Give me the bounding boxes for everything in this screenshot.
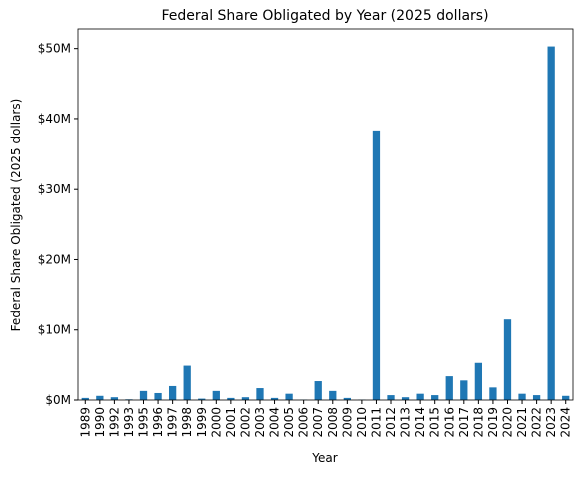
x-tick-label: 2008 <box>326 407 340 438</box>
bar <box>140 391 147 400</box>
bar <box>416 394 423 400</box>
x-tick-label: 1996 <box>151 407 165 438</box>
bar <box>504 319 511 400</box>
x-tick-label: 2007 <box>311 407 325 438</box>
x-tick-label: 2006 <box>297 407 311 438</box>
x-tick-label: 2005 <box>282 407 296 438</box>
bar <box>256 388 263 400</box>
bar <box>475 363 482 400</box>
bar <box>533 395 540 400</box>
x-tick-label: 1993 <box>122 407 136 438</box>
bar <box>315 381 322 400</box>
x-tick-label: 2004 <box>268 407 282 438</box>
bar <box>402 397 409 400</box>
bar <box>460 380 467 400</box>
x-tick-label: 1998 <box>180 407 194 438</box>
bar <box>169 386 176 400</box>
y-tick-label: $10M <box>38 323 71 337</box>
bar <box>329 391 336 400</box>
bar <box>96 396 103 400</box>
bar <box>242 397 249 400</box>
bar <box>548 47 555 400</box>
chart-title: Federal Share Obligated by Year (2025 do… <box>161 8 488 24</box>
x-tick-label: 2015 <box>428 407 442 438</box>
bar <box>213 391 220 400</box>
x-tick-label: 1992 <box>107 407 121 438</box>
x-tick-label: 1989 <box>78 407 92 438</box>
y-tick-label: $0M <box>45 393 71 407</box>
y-tick-label: $30M <box>38 182 71 196</box>
x-tick-label: 1999 <box>195 407 209 438</box>
bar <box>562 396 569 400</box>
x-tick-label: 2003 <box>253 407 267 438</box>
bar <box>387 395 394 400</box>
bar <box>518 394 525 400</box>
bar <box>184 366 191 400</box>
x-tick-label: 2016 <box>442 407 456 438</box>
bar <box>373 131 380 400</box>
x-tick-label: 2013 <box>399 407 413 438</box>
x-tick-label: 2001 <box>224 407 238 438</box>
x-tick-label: 2019 <box>486 407 500 438</box>
y-tick-label: $50M <box>38 42 71 56</box>
bar <box>431 395 438 400</box>
y-tick-label: $20M <box>38 252 71 266</box>
x-tick-label: 2018 <box>471 407 485 438</box>
x-tick-label: 2011 <box>369 407 383 438</box>
x-tick-label: 1995 <box>137 407 151 438</box>
x-tick-label: 2022 <box>530 407 544 438</box>
x-tick-label: 2010 <box>355 407 369 438</box>
plot-frame <box>78 29 573 400</box>
x-tick-label: 2000 <box>209 407 223 438</box>
bar <box>489 387 496 400</box>
x-tick-label: 1997 <box>166 407 180 438</box>
bar <box>154 393 161 400</box>
x-tick-label: 2017 <box>457 407 471 438</box>
y-axis-label: Federal Share Obligated (2025 dollars) <box>9 99 23 332</box>
x-tick-label: 2020 <box>500 407 514 438</box>
x-tick-label: 2021 <box>515 407 529 438</box>
x-tick-label: 2012 <box>384 407 398 438</box>
y-tick-label: $40M <box>38 112 71 126</box>
x-axis-label: Year <box>311 451 337 465</box>
x-tick-label: 2009 <box>340 407 354 438</box>
x-tick-label: 1990 <box>93 407 107 438</box>
x-tick-label: 2014 <box>413 407 427 438</box>
x-tick-label: 2023 <box>544 407 558 438</box>
bar <box>111 397 118 400</box>
bar <box>446 376 453 400</box>
bar <box>285 394 292 400</box>
x-tick-label: 2024 <box>559 407 573 438</box>
x-tick-label: 2002 <box>238 407 252 438</box>
